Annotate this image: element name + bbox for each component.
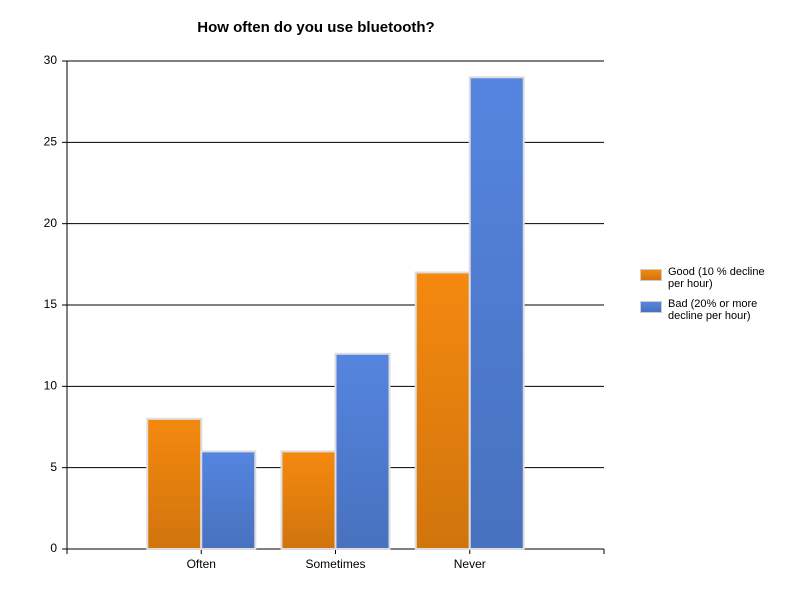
y-tick-label: 20 bbox=[44, 216, 58, 230]
y-tick-label: 10 bbox=[44, 379, 58, 393]
bar bbox=[414, 271, 471, 550]
bar bbox=[468, 76, 525, 551]
legend-item: Good (10 % decline per hour) bbox=[640, 266, 770, 290]
x-tick-label: Sometimes bbox=[305, 557, 365, 571]
legend-label: Good (10 % decline per hour) bbox=[668, 266, 765, 290]
y-tick-label: 15 bbox=[44, 297, 58, 311]
legend-label: Bad (20% or more decline per hour) bbox=[668, 298, 758, 322]
y-tick-label: 0 bbox=[50, 541, 57, 555]
bar bbox=[146, 417, 203, 550]
bar bbox=[334, 352, 391, 550]
legend: Good (10 % decline per hour) Bad (20% or … bbox=[640, 266, 770, 330]
bar bbox=[280, 450, 337, 550]
legend-item: Bad (20% or more decline per hour) bbox=[640, 298, 770, 322]
chart-title: How often do you use bluetooth? bbox=[197, 19, 434, 36]
legend-swatch bbox=[640, 269, 662, 281]
y-tick-label: 5 bbox=[50, 460, 57, 474]
legend-swatch bbox=[640, 301, 662, 313]
x-tick-label: Never bbox=[454, 557, 486, 571]
y-tick-label: 30 bbox=[44, 53, 58, 67]
y-tick-label: 25 bbox=[44, 135, 58, 149]
x-tick-label: Often bbox=[187, 557, 216, 571]
bar bbox=[200, 450, 257, 550]
